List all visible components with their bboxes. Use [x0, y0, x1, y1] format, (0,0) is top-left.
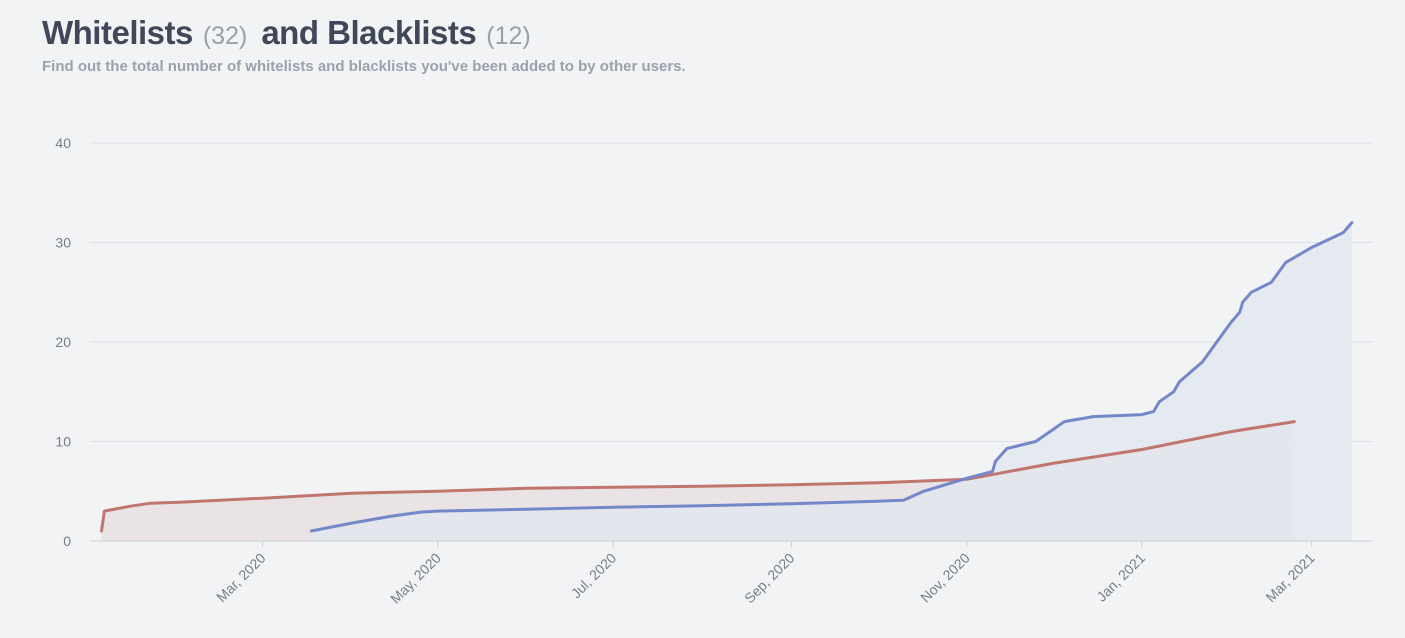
y-tick-label: 0	[63, 533, 71, 549]
series-lines	[100, 221, 1354, 533]
x-tick-label: Mar, 2020	[213, 550, 268, 605]
x-axis: Mar, 2020 May, 2020 Jul, 2020 Sep, 2020 Nov,…	[90, 540, 1372, 607]
series-areas	[101, 222, 1352, 541]
x-tick-label: May, 2020	[387, 550, 444, 607]
blacklists-line	[100, 420, 1296, 533]
whitelists-line	[309, 221, 1354, 533]
x-tick-label: Sep, 2020	[741, 550, 798, 607]
x-tick-label: Nov, 2020	[917, 550, 973, 606]
whitelists-count: (32)	[202, 22, 248, 50]
x-tick-label: Jul, 2020	[568, 550, 620, 602]
page-subtitle: Find out the total number of whitelists …	[42, 58, 686, 75]
y-axis: 0 10 20 30 40	[55, 135, 71, 549]
y-tick-label: 10	[55, 434, 71, 450]
whitelists-label: Whitelists	[42, 14, 193, 51]
whitelists-area	[311, 222, 1352, 541]
y-tick-label: 40	[55, 135, 71, 151]
blacklists-count: (12)	[486, 22, 531, 50]
blacklists-label: and Blacklists	[261, 14, 477, 51]
chart-header: Whitelists (32) and Blacklists (12) Find…	[42, 14, 686, 75]
x-tick-label: Jan, 2021	[1093, 550, 1148, 605]
y-tick-label: 30	[55, 235, 71, 251]
x-tick-label: Mar, 2021	[1262, 550, 1317, 605]
page-title: Whitelists (32) and Blacklists (12)	[42, 14, 686, 52]
y-tick-label: 20	[55, 334, 71, 350]
